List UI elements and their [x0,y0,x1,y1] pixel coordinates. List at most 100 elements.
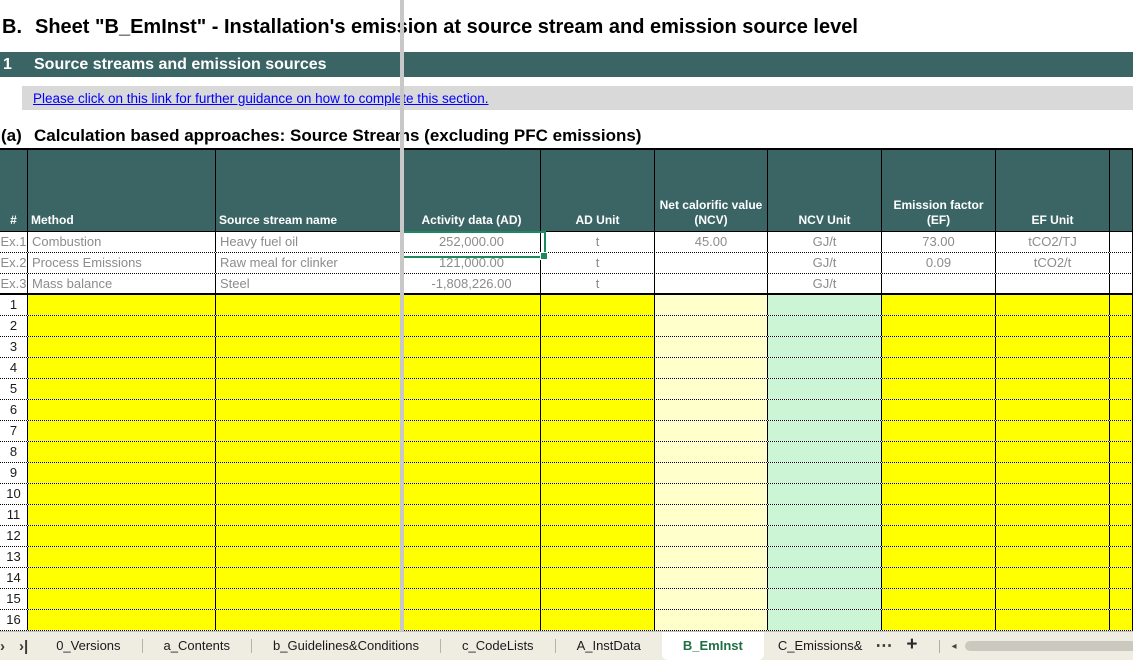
source-stream-input-cell[interactable] [216,316,403,336]
activity-data-input-cell[interactable] [403,358,541,378]
horizontal-scrollbar-thumb[interactable] [965,641,1133,651]
sheet-tab-0-versions[interactable]: 0_Versions [35,632,141,660]
ncv-unit-input-cell[interactable] [768,589,882,609]
ncv-input-cell[interactable] [655,400,768,420]
ad-unit-input-cell[interactable] [541,463,655,483]
ef-input-cell[interactable] [882,547,996,567]
method-input-cell[interactable] [28,379,216,399]
ef-input-cell[interactable] [882,421,996,441]
method-input-cell[interactable] [28,568,216,588]
ef-unit-input-cell[interactable] [996,568,1110,588]
ncv-input-cell[interactable] [655,484,768,504]
ef-unit-input-cell[interactable] [996,610,1110,630]
ncv-input-cell[interactable] [655,463,768,483]
ef-unit-input-cell[interactable] [996,316,1110,336]
method-input-cell[interactable] [28,442,216,462]
activity-data-input-cell[interactable] [403,337,541,357]
ef-unit-input-cell[interactable] [996,379,1110,399]
activity-data-input-cell[interactable] [403,526,541,546]
ef-input-cell[interactable] [882,463,996,483]
source-stream-input-cell[interactable] [216,589,403,609]
ad-unit-input-cell[interactable] [541,442,655,462]
ef-input-cell[interactable] [882,505,996,525]
ncv-unit-input-cell[interactable] [768,316,882,336]
ncv-unit-input-cell[interactable] [768,568,882,588]
source-stream-input-cell[interactable] [216,421,403,441]
ncv-input-cell[interactable] [655,568,768,588]
next-sheet-button[interactable]: › [0,638,12,655]
activity-data-input-cell[interactable] [403,547,541,567]
activity-data-input-cell[interactable] [403,610,541,630]
ad-unit-input-cell[interactable] [541,316,655,336]
ncv-unit-input-cell[interactable] [768,610,882,630]
ef-unit-input-cell[interactable] [996,547,1110,567]
activity-data-input-cell[interactable] [403,589,541,609]
activity-data-input-cell[interactable] [403,568,541,588]
sheet-tab-b-eminst-active[interactable]: B_EmInst [662,632,764,660]
ef-input-cell[interactable] [882,295,996,315]
ef-unit-input-cell[interactable] [996,337,1110,357]
ad-unit-input-cell[interactable] [541,295,655,315]
ad-unit-input-cell[interactable] [541,526,655,546]
activity-data-input-cell[interactable] [403,421,541,441]
ncv-input-cell[interactable] [655,526,768,546]
ef-input-cell[interactable] [882,358,996,378]
ncv-input-cell[interactable] [655,316,768,336]
ncv-input-cell[interactable] [655,610,768,630]
ad-unit-input-cell[interactable] [541,547,655,567]
ncv-input-cell[interactable] [655,589,768,609]
source-stream-input-cell[interactable] [216,358,403,378]
source-stream-input-cell[interactable] [216,463,403,483]
method-input-cell[interactable] [28,589,216,609]
ncv-unit-input-cell[interactable] [768,547,882,567]
sheet-tab-b-guidelines[interactable]: b_Guidelines&Conditions [252,632,440,660]
method-input-cell[interactable] [28,463,216,483]
ad-unit-input-cell[interactable] [541,505,655,525]
ef-unit-input-cell[interactable] [996,421,1110,441]
source-stream-input-cell[interactable] [216,568,403,588]
ad-unit-input-cell[interactable] [541,400,655,420]
sheet-tab-c-emissions[interactable]: C_Emissions& [764,632,867,660]
ncv-input-cell[interactable] [655,358,768,378]
ad-unit-input-cell[interactable] [541,379,655,399]
ncv-input-cell[interactable] [655,547,768,567]
ncv-input-cell[interactable] [655,295,768,315]
source-stream-input-cell[interactable] [216,337,403,357]
ef-unit-input-cell[interactable] [996,358,1110,378]
ef-input-cell[interactable] [882,526,996,546]
source-stream-input-cell[interactable] [216,547,403,567]
method-input-cell[interactable] [28,610,216,630]
ef-input-cell[interactable] [882,484,996,504]
ef-unit-input-cell[interactable] [996,484,1110,504]
method-input-cell[interactable] [28,316,216,336]
activity-data-input-cell[interactable] [403,442,541,462]
activity-data-input-cell[interactable] [403,505,541,525]
ncv-unit-input-cell[interactable] [768,484,882,504]
ef-input-cell[interactable] [882,400,996,420]
ad-unit-input-cell[interactable] [541,589,655,609]
sheet-tab-a-instdata[interactable]: A_InstData [556,632,662,660]
method-input-cell[interactable] [28,547,216,567]
ad-unit-input-cell[interactable] [541,610,655,630]
ef-input-cell[interactable] [882,316,996,336]
ad-unit-input-cell[interactable] [541,337,655,357]
ef-unit-input-cell[interactable] [996,526,1110,546]
activity-data-input-cell[interactable] [403,463,541,483]
more-tabs-icon[interactable]: ⋯ [866,636,901,656]
add-sheet-icon[interactable]: + [901,634,926,658]
ncv-unit-input-cell[interactable] [768,526,882,546]
ncv-unit-input-cell[interactable] [768,358,882,378]
source-stream-input-cell[interactable] [216,400,403,420]
ad-unit-input-cell[interactable] [541,568,655,588]
source-stream-input-cell[interactable] [216,442,403,462]
ncv-input-cell[interactable] [655,505,768,525]
ad-unit-input-cell[interactable] [541,484,655,504]
guidance-link[interactable]: Please click on this link for further gu… [33,91,489,106]
source-stream-input-cell[interactable] [216,526,403,546]
method-input-cell[interactable] [28,358,216,378]
source-stream-input-cell[interactable] [216,379,403,399]
ef-unit-input-cell[interactable] [996,295,1110,315]
ef-input-cell[interactable] [882,568,996,588]
activity-data-input-cell[interactable] [403,400,541,420]
ef-input-cell[interactable] [882,589,996,609]
